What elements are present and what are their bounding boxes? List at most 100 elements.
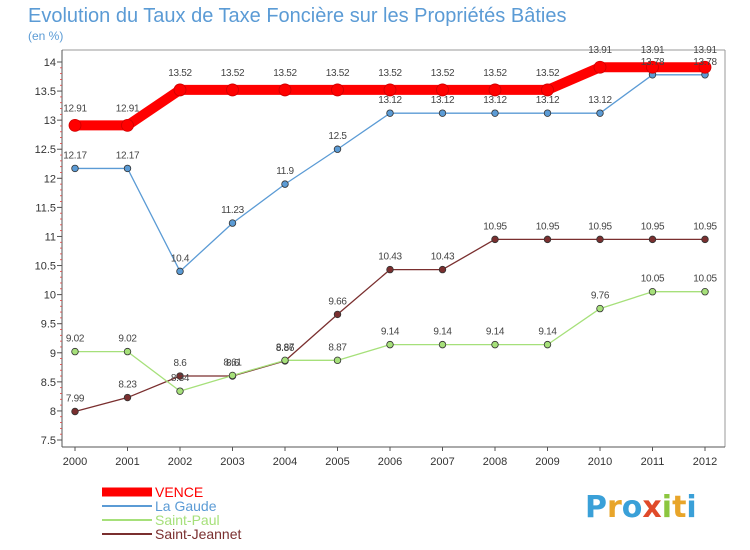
chart-subtitle: (en %) [28,29,63,43]
brand-letter: i [686,490,696,525]
data-label: 10.43 [431,252,455,263]
series-saint-jeannet [71,235,709,416]
y-tick-label: 11.5 [35,202,56,214]
data-label: 9.66 [328,296,347,307]
data-label: 10.95 [483,221,507,232]
data-point [596,109,604,117]
legend-item: Saint-Paul [102,512,220,528]
series-vence [68,60,712,132]
data-point [333,356,342,365]
brand-text: Proxiti [585,490,697,525]
labels-saint-paul: 9.02 9.02 8.34 8.61 8.87 8.87 9.14 9.14 9.14 9.14… [66,274,718,384]
data-point [176,387,184,395]
data-label: 10.05 [641,274,665,285]
data-label: 8.6 [226,358,240,369]
data-label: 13.52 [536,68,560,79]
data-label: 9.14 [538,327,557,338]
data-label: 8.23 [118,380,137,391]
axes: 7.5 8 8.5 9 9.5 10 10.5 11 11.5 12 12.5 13 13.5 14 200… [35,49,726,468]
y-tick-label: 10 [44,290,56,302]
x-tick-label: 2012 [693,456,717,468]
data-label: 13.52 [326,68,350,79]
y-tick-label: 8 [50,406,56,418]
data-label: 11.23 [221,205,245,216]
y-tick-label: 8.5 [41,377,56,389]
data-label: 13.52 [221,68,245,79]
data-point [491,235,499,244]
data-point [176,372,184,380]
data-label: 13.78 [641,57,665,68]
data-label: 13.91 [588,45,612,56]
legend-label: Saint-Jeannet [155,526,242,542]
legend-label: Saint-Paul [155,512,220,528]
data-label: 13.12 [378,95,402,106]
x-tick-label: 2008 [483,456,507,468]
data-point [123,164,132,173]
labels-la-gaude: 12.17 12.17 10.4 11.23 11.9 12.5 13.12 13.12 13.… [63,57,718,265]
legend-item: La Gaude [102,498,217,514]
x-tick-label: 2006 [378,456,402,468]
data-label: 13.91 [693,45,717,56]
data-label: 13.12 [483,95,507,106]
series-la-gaude [71,71,709,276]
data-point [438,265,447,274]
data-point [68,118,82,132]
data-label: 9.14 [433,327,452,338]
data-label: 12.17 [116,150,140,161]
data-label: 12.17 [63,150,87,161]
legend-item: Saint-Jeannet [102,526,242,542]
data-point [543,235,552,244]
data-label: 9.14 [486,327,505,338]
data-label: 10.95 [641,221,665,232]
data-point [436,83,449,97]
data-point [383,83,397,97]
y-tick-label: 11 [45,231,56,243]
data-point [648,288,657,296]
x-tick-label: 2007 [430,456,454,468]
data-point [333,310,342,319]
data-label: 13.78 [693,57,717,68]
data-point [123,347,132,356]
data-point [281,180,289,188]
data-point [596,304,604,313]
data-point [121,118,134,132]
data-point [701,288,709,296]
data-label: 9.02 [118,334,137,345]
data-label: 10.4 [171,253,190,264]
data-point [71,164,79,173]
brand-letter: r [607,490,622,525]
data-label: 9.76 [591,291,610,302]
y-tick-label: 9 [50,348,56,360]
data-label: 13.52 [168,68,192,79]
data-label: 8.87 [328,342,347,353]
x-tick-label: 2011 [641,456,665,468]
data-label: 8.86 [276,343,295,354]
legend-label: La Gaude [155,498,217,514]
labels-vence: 12.91 12.91 13.52 13.52 13.52 13.52 13.52 13.52… [63,45,718,114]
data-label: 7.99 [66,394,85,405]
brand-letter: x [642,490,661,525]
data-label: 13.12 [536,95,560,106]
x-tick-label: 2005 [325,456,349,468]
data-label: 13.12 [431,95,455,106]
x-tick-label: 2004 [273,456,297,468]
legend-item: VENCE [102,484,203,500]
data-label: 10.43 [378,252,402,263]
data-point [278,83,292,97]
data-label: 10.05 [693,274,717,285]
brand-letter: i [662,490,672,525]
data-point [596,235,604,244]
data-point [386,340,394,349]
data-label: 9.02 [66,334,85,345]
labels-saint-jeannet: 7.99 8.23 8.6 8.6 8.86 9.66 10.43 10.43 10.95 10.… [66,221,718,404]
data-point [543,109,552,117]
x-tick-label: 2002 [168,456,192,468]
data-label: 13.52 [273,68,297,79]
y-tick-label: 13.5 [35,86,56,98]
data-point [386,265,394,274]
data-point [176,267,184,276]
data-label: 12.5 [328,131,347,142]
data-label: 13.12 [588,95,612,106]
